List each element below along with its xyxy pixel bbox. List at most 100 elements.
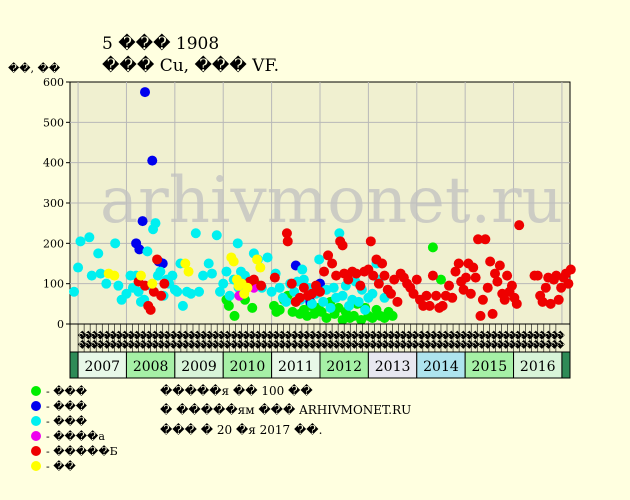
month-label: �� xyxy=(313,330,325,349)
year-label: 2016 xyxy=(520,359,556,375)
data-point xyxy=(392,296,403,307)
legend-label: - ��� xyxy=(46,415,88,428)
data-point xyxy=(319,266,330,277)
year-cell xyxy=(125,351,176,379)
month-label: �� xyxy=(458,330,470,349)
y-tick-label: 400 xyxy=(43,157,64,170)
year-cell xyxy=(561,351,571,379)
data-point xyxy=(262,252,273,263)
x-axis-years: 2007 2008 2009 2010 2011 2012 2013 2014 2015 2016 xyxy=(69,351,571,379)
year-label: 2011 xyxy=(278,359,314,375)
data-point xyxy=(553,294,564,305)
month-label: �� xyxy=(440,330,452,349)
data-point xyxy=(281,296,292,307)
month-label: �� xyxy=(337,330,349,349)
data-point xyxy=(355,280,366,291)
data-point xyxy=(331,270,342,281)
year-cell xyxy=(319,351,369,379)
month-label: �� xyxy=(470,330,482,349)
month-label: �� xyxy=(198,330,210,349)
data-point xyxy=(242,282,253,293)
month-label: �� xyxy=(476,330,488,349)
data-point xyxy=(218,278,229,289)
legend-marker xyxy=(31,431,41,441)
data-point xyxy=(185,288,196,299)
month-label: �� xyxy=(180,330,192,349)
data-point xyxy=(215,286,225,297)
y-tick-label: 300 xyxy=(43,197,64,210)
month-label: �� xyxy=(301,330,313,349)
month-label: �� xyxy=(240,330,252,349)
data-point xyxy=(532,270,543,281)
data-point xyxy=(377,258,388,269)
data-point xyxy=(180,258,191,269)
month-label: �� xyxy=(373,330,385,349)
data-point xyxy=(314,254,325,265)
data-point xyxy=(482,282,493,293)
month-label: �� xyxy=(519,330,531,349)
data-point xyxy=(373,278,384,289)
data-point xyxy=(437,300,448,311)
data-point xyxy=(167,270,178,281)
data-point xyxy=(73,262,84,273)
month-label: �� xyxy=(252,330,264,349)
month-label: �� xyxy=(410,330,422,349)
month-label: �� xyxy=(422,330,434,349)
month-label: �� xyxy=(168,330,180,349)
data-point xyxy=(274,304,285,315)
month-label: �� xyxy=(555,330,567,349)
year-cell xyxy=(174,351,224,379)
month-label: �� xyxy=(500,330,512,349)
data-point xyxy=(155,266,166,277)
month-label: �� xyxy=(210,330,222,349)
data-point xyxy=(447,292,458,303)
month-label: �� xyxy=(525,330,537,349)
data-point xyxy=(198,270,209,281)
data-point xyxy=(389,274,400,285)
month-label: �� xyxy=(222,330,234,349)
month-label: �� xyxy=(162,330,174,349)
legend-marker xyxy=(31,386,41,396)
data-point xyxy=(499,294,510,305)
data-point xyxy=(367,312,378,323)
month-label: �� xyxy=(259,330,271,349)
month-label: �� xyxy=(89,330,101,349)
data-point xyxy=(431,290,442,301)
data-point xyxy=(490,268,500,279)
note-line-3: ��� � 20 �я 2017 ��. xyxy=(160,423,322,437)
month-label: �� xyxy=(95,330,107,349)
data-point xyxy=(298,282,309,293)
year-label: 2009 xyxy=(181,359,217,375)
month-label: �� xyxy=(379,330,391,349)
data-point xyxy=(379,270,390,281)
data-point xyxy=(435,274,446,285)
month-label: �� xyxy=(325,330,337,349)
data-point xyxy=(137,216,148,227)
data-point xyxy=(281,228,292,239)
month-label: �� xyxy=(186,330,198,349)
data-point xyxy=(297,264,308,275)
data-points xyxy=(69,87,576,325)
data-point xyxy=(282,236,293,247)
year-cell xyxy=(271,351,321,379)
data-point xyxy=(343,274,354,285)
month-label: �� xyxy=(494,330,506,349)
data-point xyxy=(294,292,305,303)
year-cell xyxy=(222,351,273,379)
data-point xyxy=(470,272,481,283)
data-point xyxy=(450,266,461,277)
data-point xyxy=(247,302,258,313)
month-label: �� xyxy=(156,330,168,349)
legend-marker xyxy=(31,401,41,411)
legend-label: - �� xyxy=(46,460,76,473)
data-point xyxy=(194,286,205,297)
data-point xyxy=(460,272,471,283)
y-axis-label: ��, �� xyxy=(8,62,61,75)
month-label: �� xyxy=(125,330,137,349)
data-point xyxy=(480,234,491,245)
data-point xyxy=(323,250,334,261)
legend-label: - ��� xyxy=(46,400,88,413)
month-label: �� xyxy=(271,330,283,349)
data-point xyxy=(475,310,486,321)
